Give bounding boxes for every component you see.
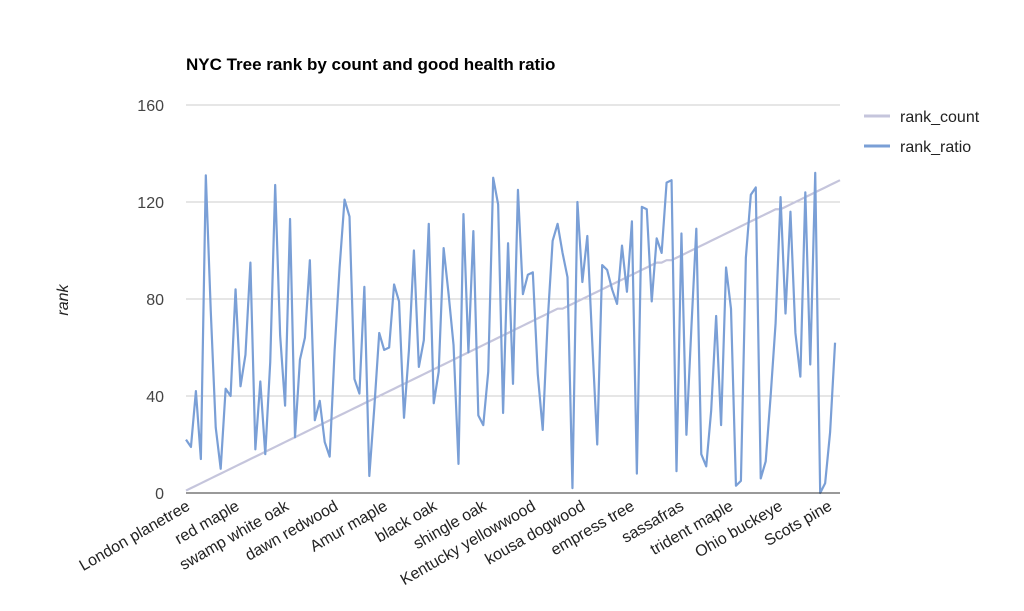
y-tick-label: 40 xyxy=(146,389,164,406)
y-tick-label: 0 xyxy=(155,486,164,503)
y-tick-label: 80 xyxy=(146,292,164,309)
series-lines xyxy=(185,171,841,495)
legend-label: rank_count xyxy=(900,109,980,126)
chart-title: NYC Tree rank by count and good health r… xyxy=(186,55,555,74)
legend: rank_count rank_ratio xyxy=(864,109,980,156)
y-tick-label: 160 xyxy=(137,98,164,115)
legend-label: rank_ratio xyxy=(900,139,971,156)
y-axis-label: rank xyxy=(55,283,72,315)
y-tick-label: 120 xyxy=(137,195,164,212)
y-axis-ticks: 0 40 80 120 160 xyxy=(137,98,164,503)
gridlines xyxy=(186,104,840,397)
series-line-rank-ratio xyxy=(185,171,837,495)
